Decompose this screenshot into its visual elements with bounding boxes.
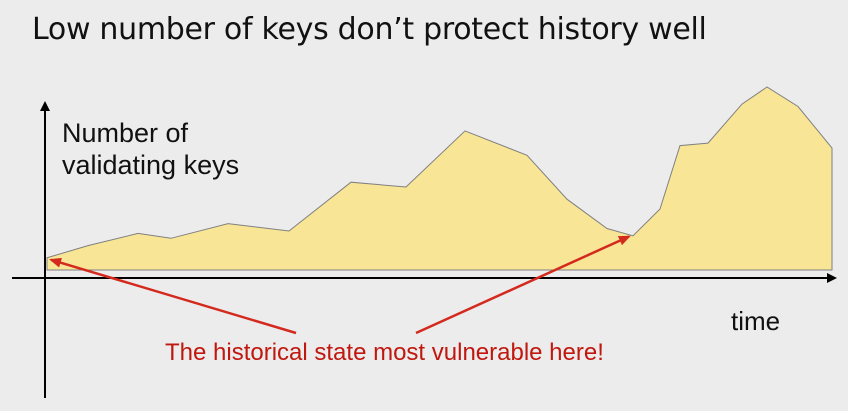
vulnerability-callout: The historical state most vulnerable her… (165, 339, 604, 366)
x-axis-label: time (731, 306, 781, 336)
slide-title: Low number of keys don’t protect history… (32, 12, 707, 47)
y-axis-label-line-2: validating keys (62, 150, 240, 180)
y-axis-label-line-1: Number of (62, 118, 189, 148)
callout-arrow-left (49, 257, 297, 335)
callout-arrow-right (415, 235, 631, 335)
key-count-area (46, 86, 833, 271)
y-axis-label: Number of validating keys (62, 117, 239, 181)
